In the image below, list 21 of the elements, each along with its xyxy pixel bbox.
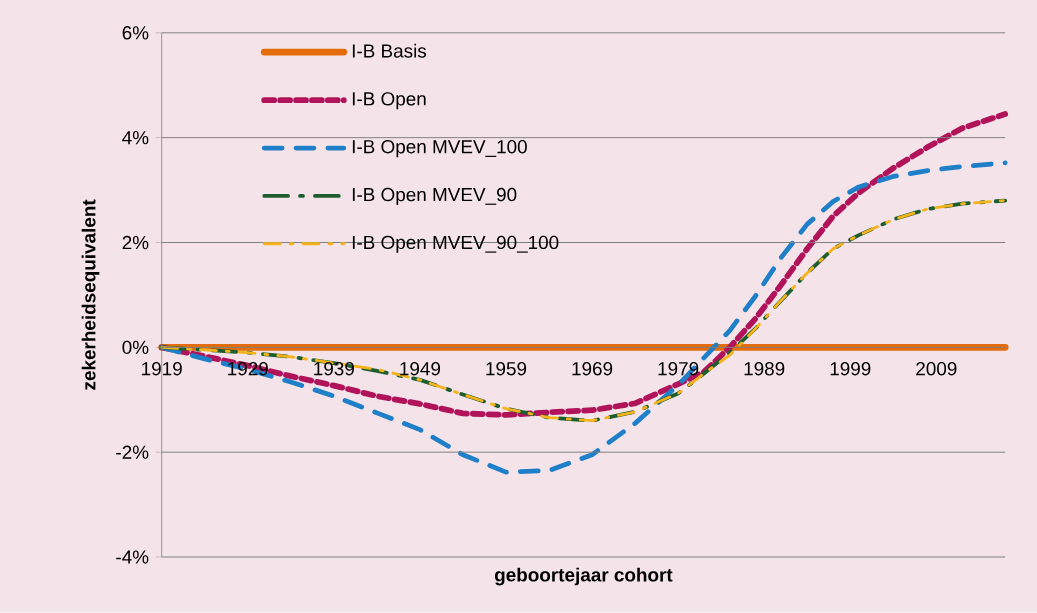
legend-label: I-B Open MVEV_100 xyxy=(352,140,527,158)
y-tick-label: 2% xyxy=(122,235,149,250)
x-tick-label: 1919 xyxy=(142,362,182,376)
x-tick-label: 2009 xyxy=(916,362,957,376)
x-tick-label: 1959 xyxy=(486,362,527,376)
y-tick-label: -4% xyxy=(116,550,149,564)
y-axis-title: zekerheidsequivalent xyxy=(81,199,100,390)
x-tick-label: 1939 xyxy=(314,362,354,376)
legend-label: I-B Open xyxy=(352,92,426,110)
x-axis-title: geboortejaar cohort xyxy=(494,567,673,586)
x-tick-label: 1949 xyxy=(400,362,441,376)
y-tick-label: 6% xyxy=(122,26,149,40)
y-tick-label: 0% xyxy=(122,340,149,355)
legend-label: I-B Basis xyxy=(352,43,427,58)
legend-label: I-B Open MVEV_90 xyxy=(352,188,517,206)
x-tick-label: 1989 xyxy=(744,362,785,376)
x-tick-label: 1969 xyxy=(572,362,613,376)
y-tick-label: -2% xyxy=(116,445,149,459)
legend-label: I-B Open MVEV_90_100 xyxy=(352,235,559,253)
x-tick-label: 1999 xyxy=(830,362,871,376)
y-tick-label: 4% xyxy=(122,131,149,145)
